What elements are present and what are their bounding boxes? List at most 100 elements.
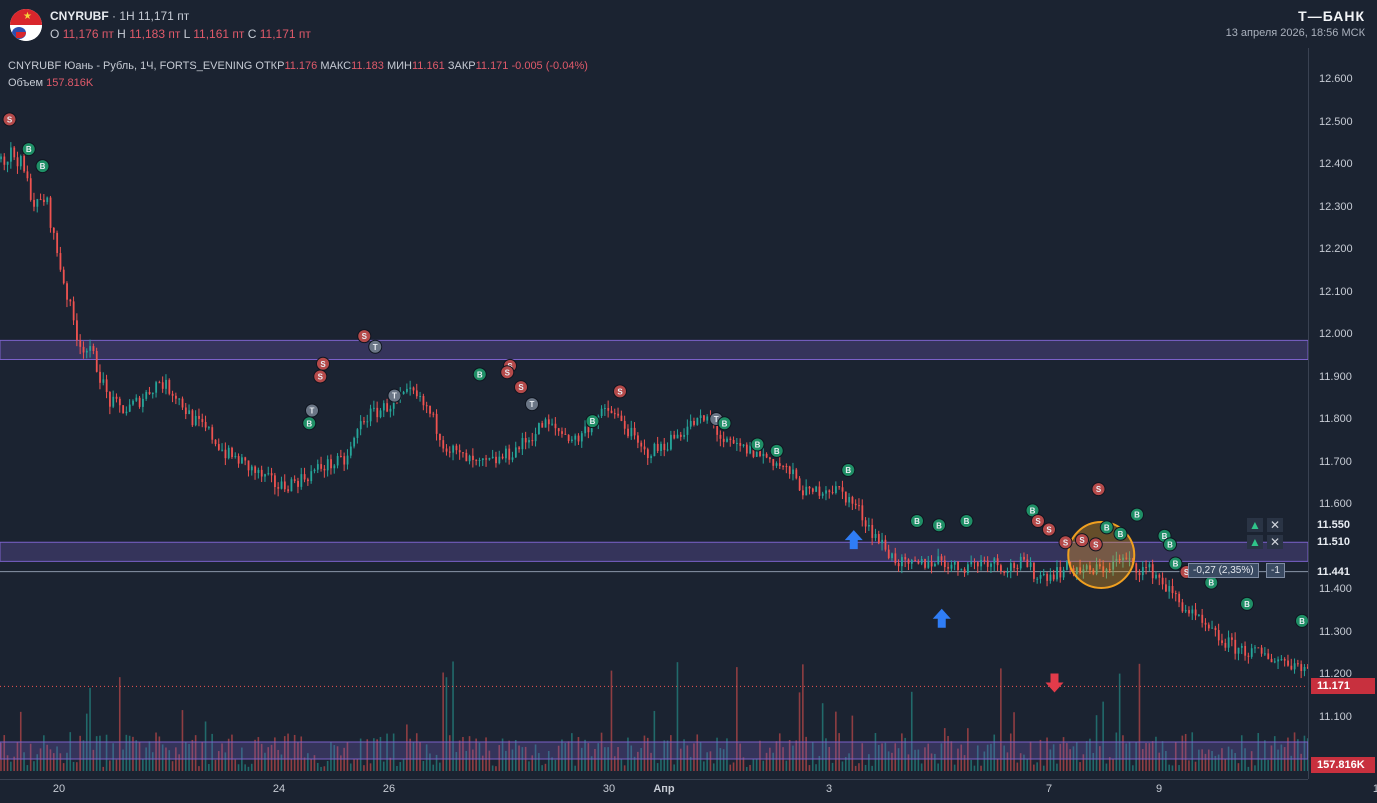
volume-bar xyxy=(917,749,920,771)
take-profit-marker[interactable]: T xyxy=(305,403,319,418)
svg-text:B: B xyxy=(477,370,483,379)
volume-bar xyxy=(439,762,441,771)
buy-marker[interactable]: B xyxy=(21,142,36,157)
volume-bar xyxy=(204,721,207,771)
volume-bar xyxy=(934,753,936,771)
candle-body xyxy=(673,434,676,439)
candle-body xyxy=(1165,584,1167,592)
candle-body xyxy=(52,227,55,233)
volume-bar xyxy=(356,759,359,771)
candle-body xyxy=(689,420,692,427)
sell-marker[interactable]: S xyxy=(1042,522,1056,537)
volume-bar xyxy=(217,751,220,771)
buy-marker[interactable]: B xyxy=(1113,526,1128,541)
buy-marker[interactable]: B xyxy=(769,443,784,458)
ohlc-high-key: H xyxy=(117,27,126,41)
time-axis[interactable]: 20242630Апр37913151721 xyxy=(0,779,1377,803)
sell-marker[interactable]: S xyxy=(1091,482,1106,497)
candle-body xyxy=(1181,602,1184,612)
volume-bar xyxy=(138,741,141,771)
volume-bar xyxy=(825,738,827,771)
candle-body xyxy=(429,405,431,414)
sell-marker[interactable]: S xyxy=(1075,533,1089,548)
candle-body xyxy=(1273,661,1276,663)
buy-marker[interactable]: B xyxy=(585,414,600,429)
sell-marker[interactable]: S xyxy=(1058,535,1073,550)
price-chart[interactable]: SBBSSBTSTTBSSSTSBTBBBBBBBBSSSSSSBBBBBBSB… xyxy=(0,48,1308,779)
buy-marker[interactable]: B xyxy=(1204,575,1219,590)
chart-legend: CNYRUBF Юань - Рубль, 1Ч, FORTS_EVENING … xyxy=(8,60,588,72)
buy-marker[interactable]: B xyxy=(717,416,732,431)
buy-marker[interactable]: B xyxy=(750,437,765,452)
buy-marker[interactable]: B xyxy=(1240,596,1254,611)
candle-body xyxy=(448,451,451,453)
close-order-icon[interactable]: ✕ xyxy=(1267,518,1283,533)
candle-body xyxy=(287,489,290,492)
candle-body xyxy=(241,457,243,464)
svg-text:B: B xyxy=(1299,617,1305,626)
candle-body xyxy=(369,408,372,422)
buy-marker[interactable]: B xyxy=(910,514,924,528)
price-tick-label: 12.200 xyxy=(1319,243,1353,255)
buy-marker[interactable]: B xyxy=(302,416,317,431)
volume-bar xyxy=(142,758,144,771)
volume-bar xyxy=(950,741,953,771)
ohlc-line: O 11,176 пт H 11,183 пт L 11,161 пт C 11… xyxy=(50,27,311,41)
buy-marker[interactable]: B xyxy=(35,159,50,174)
volume-bar xyxy=(462,736,464,771)
alert-bell-icon[interactable]: ▲ xyxy=(1247,518,1263,533)
candle-body xyxy=(871,524,874,538)
sell-marker[interactable]: S xyxy=(1088,537,1103,552)
sell-marker[interactable]: S xyxy=(313,369,328,384)
volume-bar xyxy=(379,736,382,771)
candle-body xyxy=(13,147,16,158)
svg-text:S: S xyxy=(1093,540,1099,549)
candle-body xyxy=(752,445,755,457)
sell-marker[interactable]: S xyxy=(2,112,17,127)
price-axis[interactable]: 12.600 12.500 12.400 12.300 12.200 12.100 12.0… xyxy=(1308,48,1377,779)
close-order-icon[interactable]: ✕ xyxy=(1267,535,1283,550)
buy-marker[interactable]: B xyxy=(1025,503,1040,518)
sell-marker[interactable]: S xyxy=(316,356,330,371)
buy-marker[interactable]: B xyxy=(1163,537,1177,552)
buy-marker[interactable]: B xyxy=(1099,520,1114,535)
candle-body xyxy=(307,479,309,482)
buy-marker[interactable]: B xyxy=(1130,507,1144,522)
position-pnl-badge[interactable]: -0,27 (2,35%) xyxy=(1188,562,1259,578)
volume-bar xyxy=(729,764,732,771)
sell-marker[interactable]: S xyxy=(514,380,528,395)
sell-marker[interactable]: S xyxy=(357,329,372,344)
volume-bar xyxy=(960,744,963,771)
position-qty-badge[interactable]: -1 xyxy=(1266,562,1285,578)
alert-bell-icon[interactable]: ▲ xyxy=(1247,535,1263,550)
volume-bar xyxy=(963,755,966,771)
volume-bar xyxy=(158,736,161,771)
buy-marker[interactable]: B xyxy=(932,518,946,533)
candle-body xyxy=(1009,563,1012,573)
ohlc-high-value: 11,183 пт xyxy=(129,27,181,41)
sell-marker[interactable]: S xyxy=(1031,514,1045,528)
volume-bar xyxy=(168,750,171,771)
volume-bar xyxy=(815,764,817,771)
buy-marker[interactable]: B xyxy=(1168,556,1183,571)
symbol-line: CNYRUBF · 1H 11,171 пт xyxy=(50,9,189,23)
candle-body xyxy=(703,415,705,421)
volume-bar xyxy=(283,736,286,771)
sell-marker[interactable]: S xyxy=(500,365,515,380)
buy-marker[interactable]: B xyxy=(472,367,487,382)
take-profit-marker[interactable]: T xyxy=(525,397,539,412)
candle-body xyxy=(729,438,732,440)
volume-bar xyxy=(1231,749,1233,771)
volume-bar xyxy=(1039,739,1042,771)
timeframe[interactable]: 1H xyxy=(119,9,135,23)
volume-bar xyxy=(19,711,22,771)
take-profit-marker[interactable]: T xyxy=(387,388,402,403)
legend-open: 11.176 xyxy=(284,60,318,72)
buy-marker[interactable]: B xyxy=(959,514,974,528)
chart-plot-area[interactable]: SBBSSBTSTTBSSSTSBTBBBBBBBBSSSSSSBBBBBBSB… xyxy=(0,48,1308,779)
buy-marker[interactable]: B xyxy=(1295,613,1309,628)
symbol-name[interactable]: CNYRUBF xyxy=(50,9,109,23)
buy-marker[interactable]: B xyxy=(841,463,856,477)
take-profit-marker[interactable]: T xyxy=(368,339,383,354)
sell-marker[interactable]: S xyxy=(613,384,627,399)
